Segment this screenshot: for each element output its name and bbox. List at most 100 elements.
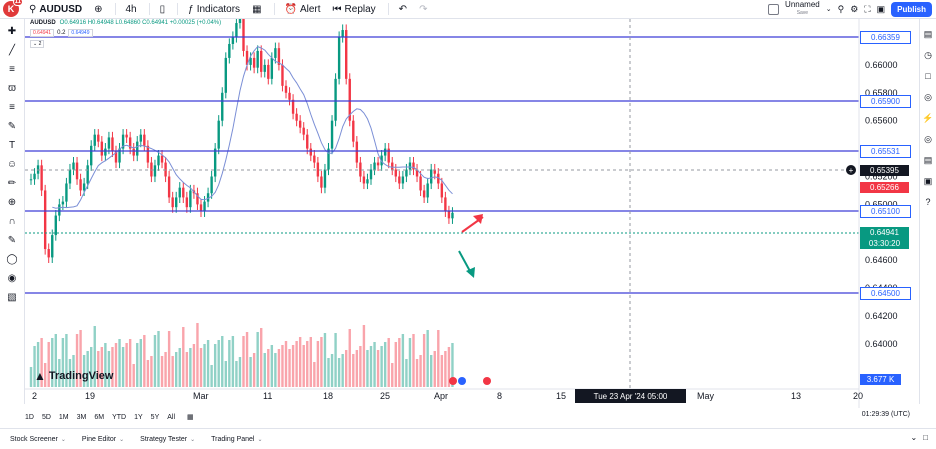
price-level-tag[interactable]: 0.65100 [860, 205, 911, 218]
candle-body [107, 137, 111, 149]
add-level-icon[interactable] [846, 165, 856, 175]
range-button[interactable]: 5D [41, 413, 51, 421]
user-avatar[interactable]: K 11 [3, 0, 23, 17]
notifications-icon[interactable]: ▣ [923, 175, 933, 186]
chart-type-button[interactable]: ▯ [160, 4, 166, 15]
panel-tab[interactable]: Pine Editor ⌄ [82, 436, 124, 443]
pitchfork-icon[interactable]: ϖ [8, 82, 16, 94]
redo-button[interactable]: ↷ [419, 4, 427, 15]
volume-bar [295, 341, 298, 387]
lock-icon[interactable]: ◯ [6, 253, 18, 265]
trash-icon[interactable]: ▧ [7, 291, 17, 303]
ideas-icon[interactable]: ⚡ [922, 112, 934, 123]
price-level-tag[interactable]: 0.65395 [860, 165, 909, 176]
bid-price[interactable]: 0.64941 [30, 29, 55, 37]
search-icon[interactable]: ⚲ [837, 3, 845, 14]
tv-logo-icon: ▲ [34, 369, 46, 383]
zoom-in-icon[interactable]: ⊕ [7, 196, 17, 208]
price-level-tag[interactable]: 0.65266 [860, 182, 909, 193]
magnet-icon[interactable]: ∩ [8, 215, 16, 227]
range-button[interactable]: All [167, 413, 176, 421]
alert-label: Alert [299, 3, 321, 15]
candle-body [433, 169, 436, 174]
candle-body [224, 57, 227, 93]
brush-icon[interactable]: ✎ [7, 120, 17, 132]
price-level-tag[interactable]: 0.64500 [860, 287, 911, 300]
volume-bar [86, 351, 89, 387]
volume-bar [352, 354, 355, 387]
crosshair-icon[interactable]: ✚ [7, 25, 17, 37]
ruler-icon[interactable]: ✏ [7, 177, 17, 189]
price-level-tag[interactable]: 03:30:20 [860, 238, 909, 249]
layout-name[interactable]: Unnamed Save [785, 1, 820, 17]
price-level-tag[interactable]: 0.65900 [860, 95, 911, 108]
candle-body [309, 148, 312, 156]
camera-icon[interactable]: ▣ [876, 3, 886, 14]
alert-button[interactable]: ⏰ Alert [285, 4, 321, 15]
panel-tab[interactable]: Strategy Tester ⌄ [140, 436, 195, 443]
alerts-clock-icon[interactable]: ◷ [924, 49, 932, 60]
trend-line-icon[interactable]: ╱ [8, 44, 16, 56]
candle-body [121, 134, 125, 149]
emoji-icon[interactable]: ☺ [6, 158, 18, 170]
target-icon[interactable]: ◎ [924, 91, 932, 102]
indicators-button[interactable]: ƒ Indicators [188, 4, 240, 15]
price-chart[interactable]: 0.662000.660000.658000.656000.652000.650… [25, 19, 910, 408]
range-button[interactable]: 6M [94, 413, 105, 421]
gear-icon[interactable]: ⚙ [850, 3, 859, 14]
time-axis[interactable]: 2 19 Mar 11 18 25 Apr 8 15 May 13 20 [32, 391, 863, 401]
help-icon[interactable]: ? [925, 197, 931, 207]
volume-bar [242, 336, 245, 387]
range-button[interactable]: 1D [25, 413, 34, 421]
chevron-down-icon[interactable]: ⌄ [825, 6, 832, 13]
symbol-search[interactable]: ⚲ AUDUSD [29, 4, 82, 15]
volume-bar [408, 338, 412, 387]
horizontal-lines-icon[interactable]: ≡ [9, 63, 15, 75]
right-sidebar: ▤ ◷ □ ◎ ⚡ ◎ ▤ ▣ ? [919, 19, 936, 404]
range-button[interactable]: YTD [112, 413, 127, 421]
layout-checkbox[interactable] [768, 3, 780, 15]
calendar-icon[interactable]: ▦ [187, 414, 194, 421]
price-level-tag[interactable]: 0.65531 [860, 145, 911, 158]
fib-icon[interactable]: ≡ [9, 101, 15, 113]
minimize-icon[interactable]: ⌄ [910, 433, 918, 442]
watchlist-icon[interactable]: ▤ [923, 28, 933, 39]
fullscreen-icon[interactable]: ⛶ [864, 3, 871, 14]
calendar-icon[interactable]: ▤ [923, 154, 933, 165]
candle-body [267, 64, 270, 79]
range-button[interactable]: 1M [58, 413, 69, 421]
replay-button[interactable]: ⏮ Replay [333, 4, 376, 15]
candle-body [203, 201, 206, 212]
maximize-icon[interactable]: □ [923, 433, 928, 442]
range-button[interactable]: 3M [76, 413, 87, 421]
lock-draw-icon[interactable]: ✎ [7, 234, 17, 246]
volume-bar [323, 333, 327, 387]
panel-tab[interactable]: Stock Screener ⌄ [10, 436, 66, 443]
economic-event-icon[interactable] [449, 377, 457, 385]
indicators-collapse[interactable]: ⌄ 2 [30, 40, 45, 48]
panel-tab[interactable]: Trading Panel ⌄ [211, 436, 262, 443]
text-icon[interactable]: T [8, 139, 16, 151]
economic-event-icon[interactable] [458, 377, 466, 385]
candle-body [157, 155, 160, 166]
compare-button[interactable]: ⊕ [94, 4, 102, 15]
candle-body [334, 78, 337, 121]
eye-icon[interactable]: ◉ [7, 272, 17, 284]
publish-button[interactable]: Publish [891, 1, 932, 17]
economic-event-icon[interactable] [483, 377, 491, 385]
templates-button[interactable]: ▦ [252, 4, 261, 15]
price-level-tag[interactable]: 0.66359 [860, 31, 911, 44]
legend-symbol[interactable]: AUDUSD [30, 20, 56, 26]
interval-button[interactable]: 4h [126, 4, 137, 15]
undo-button[interactable]: ↶ [399, 4, 407, 15]
price-level-tag[interactable]: 0.64941 [860, 227, 909, 238]
volume-bar [355, 350, 359, 387]
chat-icon[interactable]: □ [925, 71, 931, 81]
utc-clock[interactable]: 01:29:39 (UTC) [861, 411, 910, 418]
range-button[interactable]: 5Y [150, 413, 160, 421]
ask-price[interactable]: 0.64949 [68, 29, 93, 37]
range-button[interactable]: 1Y [134, 413, 143, 421]
crosshair-time-label: Tue 23 Apr '24 05:00 [575, 389, 686, 403]
candle-body [160, 155, 164, 163]
streams-icon[interactable]: ◎ [924, 133, 932, 144]
